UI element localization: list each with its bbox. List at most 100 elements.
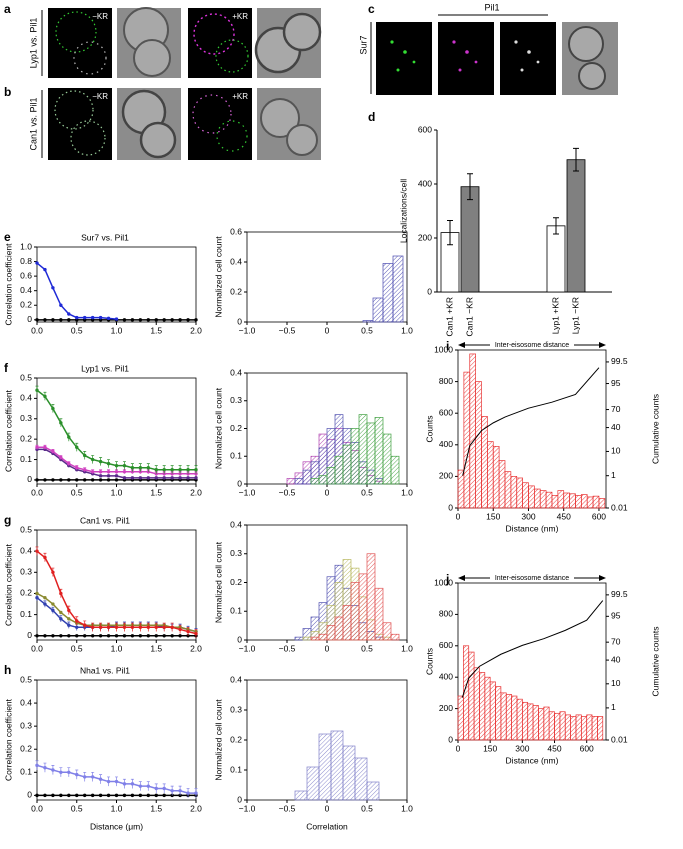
- data-point: [130, 318, 135, 322]
- histogram-bar: [484, 676, 491, 741]
- data-point: [178, 476, 182, 480]
- data-point: [43, 318, 47, 322]
- y2-tick-label: 40: [611, 654, 621, 664]
- data-point: [59, 303, 63, 307]
- bar: [460, 186, 480, 293]
- data-point: [162, 468, 166, 472]
- histogram-bar: [551, 495, 559, 509]
- histogram-bar: [548, 711, 555, 741]
- y-tick-label: 0.2: [20, 300, 32, 310]
- histogram-bar: [372, 297, 384, 323]
- histogram-bar: [286, 478, 296, 485]
- data-point: [114, 634, 119, 638]
- histogram-bar: [500, 692, 507, 741]
- histogram-bar: [539, 490, 547, 509]
- x-tick-label: −0.5: [279, 325, 296, 335]
- condition-tag: +KR: [232, 12, 248, 21]
- y2-tick-label: 1: [611, 470, 616, 480]
- data-point: [154, 468, 158, 472]
- data-point: [90, 470, 95, 474]
- histogram-bar: [294, 790, 308, 801]
- y-tick-label: 1.0: [20, 241, 32, 251]
- y-tick-label: 0: [237, 794, 242, 804]
- data-point: [114, 317, 119, 321]
- arrow-head: [599, 342, 606, 348]
- data-point: [98, 625, 103, 630]
- y-tick-label: 0.5: [20, 674, 32, 684]
- data-point: [43, 478, 47, 482]
- y-tick-label: 0: [27, 630, 32, 640]
- y-tick-label: 0.3: [230, 548, 242, 558]
- column-header: Pil1: [484, 2, 499, 12]
- y-tick-label: 0.4: [230, 256, 242, 266]
- data-point: [67, 608, 71, 613]
- data-point: [75, 625, 79, 630]
- histogram-bar: [310, 478, 320, 485]
- data-point: [35, 763, 39, 768]
- y-tick-label: 0.2: [230, 423, 242, 433]
- x-tick-label: 1.0: [401, 487, 413, 497]
- x-tick-label: Lyp1 −KR: [570, 297, 580, 334]
- x-axis-label: Distance (μm): [90, 821, 143, 831]
- histogram-bar: [495, 686, 502, 741]
- data-point: [122, 470, 127, 474]
- y-tick-label: 0: [27, 314, 32, 324]
- bar: [546, 225, 566, 293]
- data-point: [178, 634, 182, 638]
- y-tick-label: 200: [418, 232, 432, 242]
- data-point: [90, 315, 95, 320]
- data-point: [106, 316, 111, 321]
- histogram-bar: [342, 745, 356, 801]
- chart-title: Lyp1 vs. Pil1: [81, 363, 129, 373]
- y-axis-label: Counts: [424, 648, 434, 675]
- histogram-bar: [392, 255, 404, 323]
- data-point: [35, 595, 39, 600]
- histogram-bar: [575, 495, 582, 509]
- data-point: [59, 617, 63, 621]
- data-point: [114, 470, 119, 474]
- cell: [286, 124, 318, 156]
- data-point: [146, 465, 150, 470]
- y-tick-label: 0.3: [230, 395, 242, 405]
- data-point: [130, 476, 135, 480]
- histogram-bar: [294, 636, 304, 641]
- y-tick-label: 800: [439, 376, 453, 386]
- y-tick-label: 0.4: [20, 697, 32, 707]
- data-point: [130, 625, 135, 630]
- data-point: [75, 772, 79, 777]
- y-tick-label: 0.4: [20, 285, 32, 295]
- data-point: [67, 318, 71, 322]
- data-point: [146, 634, 150, 638]
- data-point: [138, 318, 143, 322]
- data-point: [194, 631, 198, 636]
- data-point: [75, 315, 79, 320]
- data-point: [83, 775, 87, 779]
- data-point: [114, 474, 119, 478]
- data-point: [154, 786, 158, 791]
- data-point: [170, 789, 174, 793]
- y-tick-label: 0: [27, 474, 32, 484]
- annotation: Inter-eisosome distance: [495, 342, 569, 349]
- data-point: [106, 470, 111, 474]
- x-tick-label: 0.5: [71, 643, 83, 653]
- data-point: [43, 595, 47, 600]
- y-tick-label: 0.6: [20, 270, 32, 280]
- y-axis-label: Normalized cell count: [213, 236, 223, 318]
- histogram-bar: [598, 498, 606, 509]
- y2-tick-label: 10: [611, 678, 621, 688]
- y2-tick-label: 99.5: [611, 356, 628, 366]
- histogram-bar: [563, 492, 570, 509]
- histogram-bar: [527, 703, 534, 741]
- y-tick-label: 0: [237, 478, 242, 488]
- panel-letter: h: [4, 663, 11, 677]
- data-point: [67, 793, 71, 798]
- data-point: [83, 634, 87, 638]
- data-point: [90, 793, 95, 798]
- data-point: [162, 476, 166, 480]
- data-point: [59, 610, 63, 615]
- histogram-bar: [473, 667, 480, 741]
- arrow-head: [599, 575, 606, 581]
- histogram-bar: [498, 460, 506, 509]
- cumulative-line: [461, 600, 604, 698]
- histogram-bar: [559, 711, 566, 741]
